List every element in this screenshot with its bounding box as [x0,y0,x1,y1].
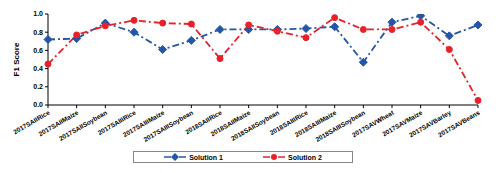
svg-text:2017SAIIIRice: 2017SAIIIRice [96,108,137,137]
svg-text:2017SAVBeans: 2017SAVBeans [437,109,481,139]
svg-text:1.0: 1.0 [33,10,43,17]
svg-text:2018SAIIMaize: 2018SAIIMaize [209,108,252,138]
html-text:Solution 2: Solution 2 [288,153,322,161]
svg-text:0.4: 0.4 [33,65,43,72]
svg-text:2017SAVWheat: 2017SAVWheat [350,108,395,139]
svg-text:F1 Score: F1 Score [12,42,21,76]
svg-text:0.6: 0.6 [33,47,43,54]
svg-text:0.2: 0.2 [33,83,43,90]
svg-text:2017SAIIIMaize: 2017SAIIIMaize [121,108,166,139]
svg-text:2018SAIIISoybean: 2018SAIIISoybean [314,109,367,144]
svg-text:2018SAIIIRice: 2018SAIIIRice [268,108,309,137]
svg-text:0.8: 0.8 [33,29,43,36]
html-text:Solution 1: Solution 1 [189,153,223,161]
svg-text:2017SAVMaize: 2017SAVMaize [381,108,424,138]
svg-text:0.0: 0.0 [33,101,43,108]
svg-text:2017SAVBarley: 2017SAVBarley [407,108,453,139]
svg-text:2017SAIISoybean: 2017SAIISoybean [58,109,109,143]
svg-text:2018SAIISoybean: 2018SAIISoybean [230,109,281,143]
svg-text:2017SAIIISoybean: 2017SAIIISoybean [142,109,195,144]
svg-text:2018SAIIIMaize: 2018SAIIIMaize [293,108,338,139]
svg-text:2017SAIIMaize: 2017SAIIMaize [37,108,80,138]
svg-text:2017SAIIRice: 2017SAIIRice [11,108,51,136]
svg-text:2018SAIIRice: 2018SAIIRice [183,108,223,136]
